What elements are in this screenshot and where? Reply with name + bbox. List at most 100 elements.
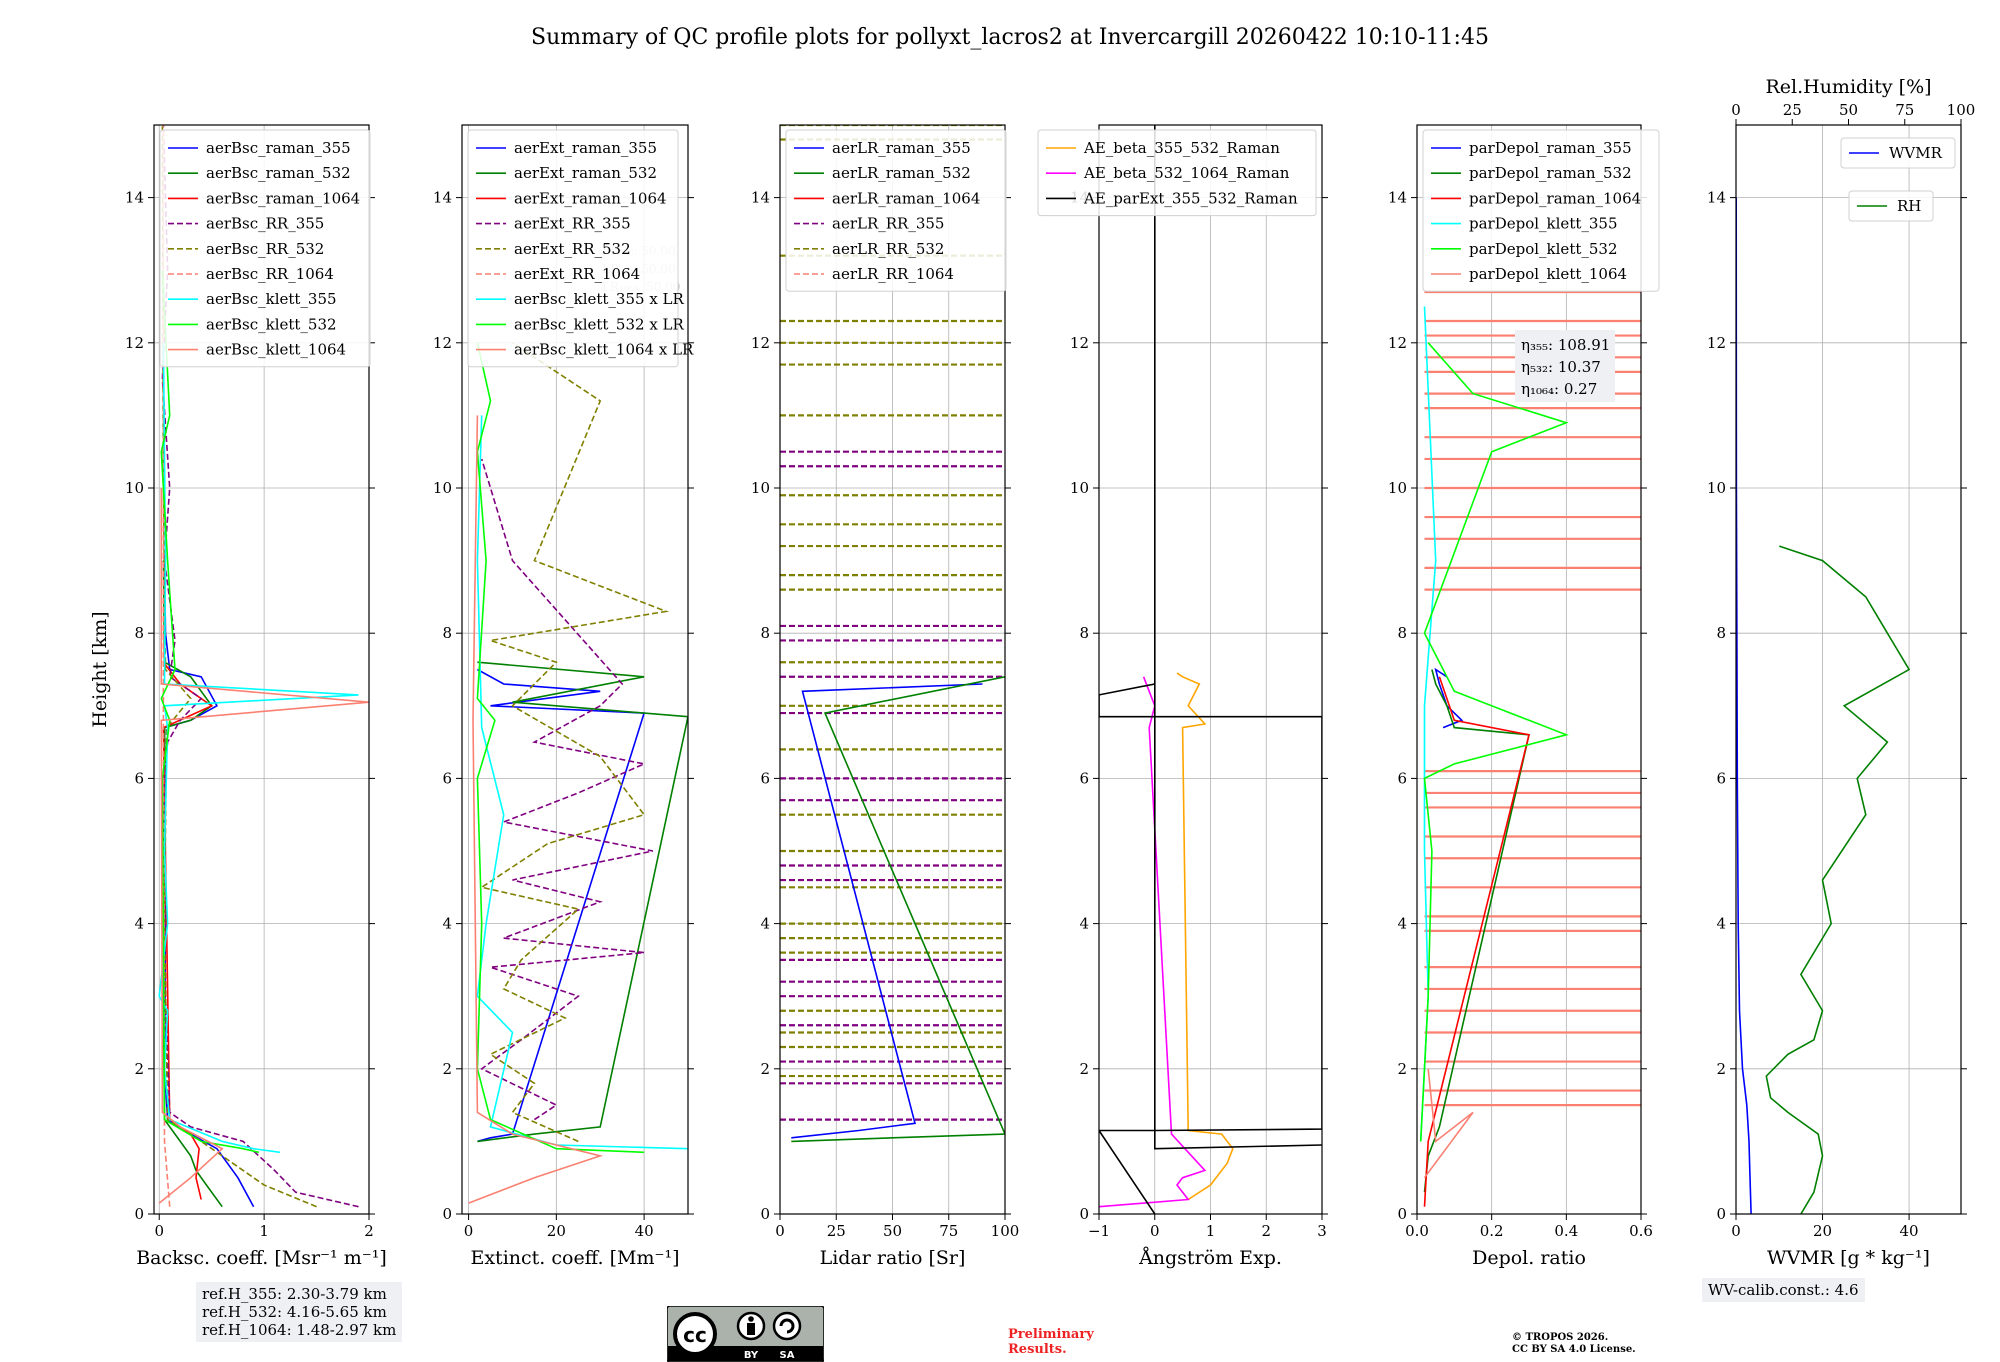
series-aerlr-raman-532 xyxy=(791,676,1005,1143)
x-tick-label: 25 xyxy=(827,1222,846,1240)
y-tick-label: 14 xyxy=(433,189,452,207)
series-aerbsc-klett-532-x-lr xyxy=(476,342,645,1154)
x-axis-label: WVMR [g * kg⁻¹] xyxy=(1767,1247,1930,1269)
legend-label: aerBsc_RR_355 xyxy=(206,215,324,233)
legend-box xyxy=(1848,190,1934,222)
series-rh xyxy=(1765,545,1911,1214)
y-tick-label: 12 xyxy=(125,334,144,352)
x-tick-label: 0 xyxy=(775,1222,785,1240)
legend-box xyxy=(785,129,1007,292)
y-tick-label: 6 xyxy=(1079,769,1089,787)
legend-label: AE_beta_532_1064_Raman xyxy=(1083,164,1290,182)
x-tick-label: 2 xyxy=(1261,1222,1271,1240)
top-tick-label: 50 xyxy=(1839,101,1858,119)
top-tick-label: 75 xyxy=(1895,101,1914,119)
y-tick-label: 10 xyxy=(751,479,770,497)
x-tick-label: 3 xyxy=(1317,1222,1327,1240)
y-tick-label: 10 xyxy=(125,479,144,497)
legend-label: aerExt_raman_1064 xyxy=(514,189,667,207)
series-aerext-rr-355 xyxy=(480,458,654,1121)
panel-lr: 0 25 50 75 100 0 2 4 6 8 10 12 14 Lidar ratio [Sr] aer… xyxy=(751,124,1020,1269)
series-aerext-raman-355 xyxy=(477,668,646,1143)
legend-label: parDepol_raman_355 xyxy=(1469,139,1632,157)
series-pardepol-raman-1064 xyxy=(1423,676,1530,1207)
y-tick-label: 8 xyxy=(134,624,144,642)
y-tick-label: 10 xyxy=(433,479,452,497)
legend-label: aerLR_RR_532 xyxy=(832,240,944,258)
y-tick-label: 6 xyxy=(442,769,452,787)
legend-label: aerBsc_klett_1064 xyxy=(206,341,346,359)
series-aerbsc-klett-1064-x-lr xyxy=(468,415,604,1204)
y-tick-label: 8 xyxy=(442,624,452,642)
y-tick-label: 6 xyxy=(134,769,144,787)
wv-calibration-constant: WV-calib.const.: 4.6 xyxy=(1708,1281,1859,1299)
y-tick-label: 4 xyxy=(1079,915,1089,933)
x-axis-label: Depol. ratio xyxy=(1472,1247,1586,1269)
y-tick-label: 4 xyxy=(1397,915,1407,933)
x-tick-label: 100 xyxy=(991,1222,1020,1240)
copyright-line-2: CC BY SA 4.0 License. xyxy=(1512,1344,1636,1355)
y-tick-label: 0 xyxy=(1716,1205,1726,1223)
y-tick-label: 8 xyxy=(1397,624,1407,642)
x-tick-label: 0 xyxy=(1150,1222,1160,1240)
axes-frame xyxy=(461,124,689,1215)
legend-label: aerBsc_RR_532 xyxy=(206,240,324,258)
copyright-line-1: © TROPOS 2026. xyxy=(1512,1332,1609,1343)
x-tick-label: 0.0 xyxy=(1405,1222,1429,1240)
y-tick-label: 10 xyxy=(1707,479,1726,497)
top-tick-label: 100 xyxy=(1947,101,1976,119)
series-aerbsc-rr-355 xyxy=(161,125,359,1208)
y-tick-label: 4 xyxy=(442,915,452,933)
legend-box xyxy=(1422,129,1660,292)
y-axis-label: Height [km] xyxy=(89,611,111,727)
legend-label: aerExt_RR_355 xyxy=(514,215,631,233)
series-pardepol-raman-532 xyxy=(1423,669,1530,1193)
legend-label: parDepol_klett_355 xyxy=(1469,215,1618,233)
legend-label: aerBsc_klett_1064 x LR xyxy=(514,341,694,359)
y-tick-label: 0 xyxy=(134,1205,144,1223)
wv-calibration-box: WV-calib.const.: 4.6 xyxy=(1702,1278,1865,1302)
x-tick-label: 0.2 xyxy=(1480,1222,1504,1240)
x-axis-label: Lidar ratio [Sr] xyxy=(820,1247,966,1269)
legend-label: parDepol_klett_1064 xyxy=(1469,265,1627,283)
series-aerbsc-klett-532 xyxy=(160,270,260,1154)
top-tick-label: 25 xyxy=(1783,101,1802,119)
x-tick-label: 0 xyxy=(154,1222,164,1240)
legend-label: aerLR_raman_355 xyxy=(832,139,971,157)
series-aerext-raman-532 xyxy=(477,661,688,1143)
x-tick-label: 0.6 xyxy=(1629,1222,1653,1240)
preliminary-line-2: Results. xyxy=(1008,1342,1067,1357)
legend-label: aerBsc_raman_355 xyxy=(206,139,351,157)
x-tick-label: 50 xyxy=(883,1222,902,1240)
y-tick-label: 14 xyxy=(751,189,770,207)
y-tick-label: 0 xyxy=(1079,1205,1089,1223)
legend-label: WVMR xyxy=(1889,144,1943,162)
plot-area-ae xyxy=(1099,125,1322,1214)
y-tick-label: 14 xyxy=(125,189,144,207)
panel-wv: 0 20 40 0 2 4 6 8 10 12 14 WVMR [g * kg⁻¹] 0 25 50 75 10… xyxy=(1707,76,1975,1269)
series-aerext-rr-532 xyxy=(479,342,670,1143)
y-tick-label: 2 xyxy=(760,1060,770,1078)
series-wvmr xyxy=(1736,197,1752,1214)
preliminary-line-1: Preliminary xyxy=(1008,1327,1094,1342)
cc-by-sa-logo: cc BY SA xyxy=(667,1306,824,1362)
series-pardepol-klett-532 xyxy=(1419,342,1569,1142)
series-pardepol-klett-1064 xyxy=(1423,1068,1474,1179)
ref-height-355: ref.H_355: 2.30-3.79 km xyxy=(202,1285,387,1303)
eta-box xyxy=(1515,330,1615,402)
eta-value: η₅₃₂: 10.37 xyxy=(1521,358,1601,376)
series-aerbsc-raman-355 xyxy=(163,560,255,1208)
y-tick-label: 2 xyxy=(1716,1060,1726,1078)
x-tick-label: 40 xyxy=(635,1222,654,1240)
legend-label: aerLR_raman_532 xyxy=(832,164,971,182)
y-tick-label: 14 xyxy=(1388,189,1407,207)
x-tick-label: 1 xyxy=(259,1222,269,1240)
legend-label: aerLR_RR_1064 xyxy=(832,265,954,283)
legend-box xyxy=(467,129,679,368)
plot-area-depol xyxy=(1419,290,1641,1207)
legend-label: aerBsc_klett_355 x LR xyxy=(514,290,685,308)
x-tick-label: 0.4 xyxy=(1554,1222,1578,1240)
